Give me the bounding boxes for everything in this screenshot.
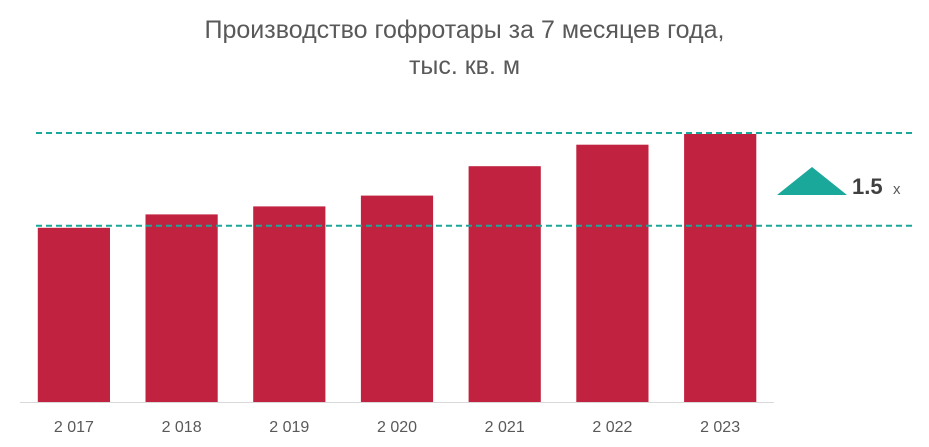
bars-group (37, 134, 757, 402)
x-tick-label: 2 020 (377, 419, 417, 436)
x-tick-label: 2 017 (54, 419, 94, 436)
up-triangle-icon (777, 167, 847, 195)
x-tick-label: 2 021 (485, 419, 525, 436)
chart-title-line: Производство гофротары за 7 месяцев года… (204, 16, 725, 44)
reference-lines (36, 132, 916, 227)
bar-2018 (145, 214, 218, 402)
x-tick-label: 2 018 (162, 419, 202, 436)
chart-subtitle: тыс. кв. м (408, 52, 521, 80)
bar-2020 (360, 195, 434, 402)
svg-text:1.5 х: 1.5 х (852, 174, 901, 199)
bar-2022 (576, 144, 649, 402)
x-tick-label: 2 022 (592, 419, 632, 436)
x-tick-label: 2 019 (269, 419, 309, 436)
bar-2019 (253, 206, 326, 402)
bar-2017 (37, 227, 110, 402)
x-tick-labels: 2 017 2 018 2 019 2 020 2 021 2 022 2 023 (54, 419, 740, 436)
bar-2023 (684, 134, 757, 402)
growth-unit: х (893, 181, 901, 198)
growth-value: 1.5 (852, 174, 883, 199)
x-tick-label: 2 023 (700, 419, 740, 436)
bar-2021 (468, 166, 541, 402)
chart-title: Производство гофротары за 7 месяцев года… (0, 12, 929, 84)
growth-annotation: 1.5 х (777, 167, 901, 199)
